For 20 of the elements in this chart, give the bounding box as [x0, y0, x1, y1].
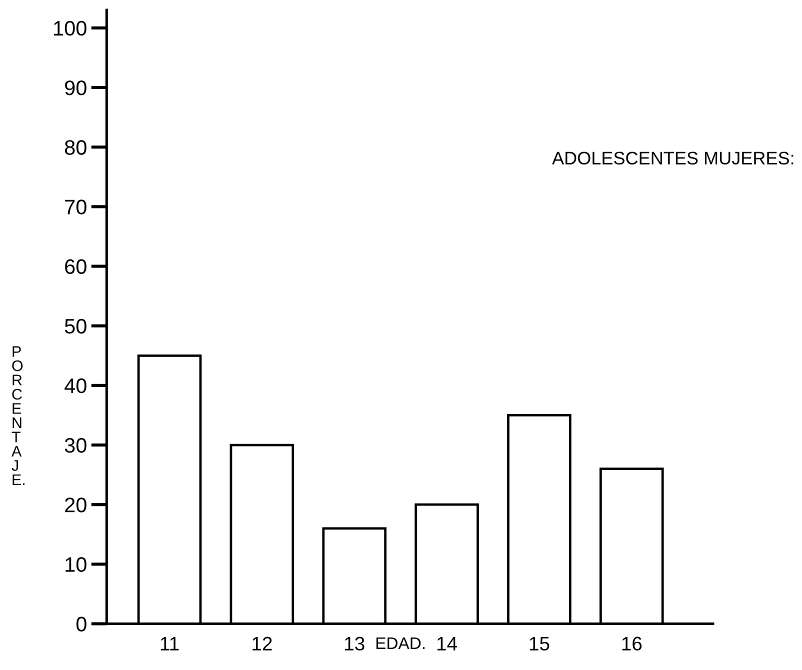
y-tick-label: 80 — [64, 140, 86, 155]
y-tick-label: 30 — [64, 438, 86, 453]
y-tick-label: 40 — [64, 378, 86, 394]
y-tick-label: 50 — [64, 318, 86, 334]
text: ADOLESCENTES MUJERES: — [552, 152, 794, 165]
x-tick-label: 12 — [252, 636, 272, 650]
y-tick-label: 100 — [54, 20, 86, 36]
x-tick-label: 11 — [160, 636, 179, 650]
x-axis-title: EDAD. — [376, 637, 425, 649]
x-tick-label: 13 — [345, 636, 364, 651]
y-tick-label: 70 — [65, 200, 86, 214]
y-tick-label: 60 — [65, 259, 86, 274]
y-tick-label: 20 — [65, 498, 86, 512]
y-tick-label: 0 — [76, 616, 86, 632]
y-tick-label: 10 — [66, 557, 86, 572]
x-tick-label: 14 — [437, 636, 458, 650]
text: PORCENTAJE. — [12, 346, 25, 485]
x-tick-label: 15 — [530, 636, 550, 651]
x-tick-label: 16 — [622, 636, 642, 651]
y-tick-label: 90 — [65, 80, 86, 96]
